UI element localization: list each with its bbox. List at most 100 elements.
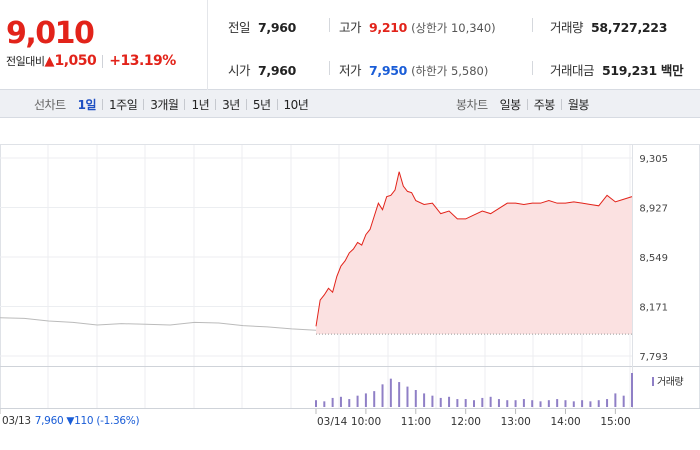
volume-bar — [473, 400, 475, 407]
candle-chart-tabs: 봉차트 일봉 주봉 월봉 — [456, 90, 595, 118]
volume-bar — [315, 400, 317, 407]
volume-bar — [631, 373, 633, 407]
low-label: 저가 — [339, 63, 362, 78]
price-box: 9,010 전일대비▲1,050 +13.19% — [0, 0, 208, 90]
low-value: 7,950 — [369, 63, 408, 78]
divider — [276, 98, 278, 110]
tab-daily[interactable]: 일봉 — [499, 97, 522, 112]
volume-bar — [398, 382, 401, 407]
divider — [532, 61, 533, 75]
divider — [245, 98, 247, 110]
tab-5y[interactable]: 5년 — [252, 97, 271, 112]
tab-weekly[interactable]: 주봉 — [533, 97, 556, 112]
divider — [532, 18, 533, 32]
open-value: 7,960 — [258, 63, 297, 78]
prev-change: ▼110 (-1.36%) — [66, 415, 140, 427]
volume-bar — [497, 399, 500, 407]
tab-monthly[interactable]: 월봉 — [567, 97, 590, 112]
volume-bar — [414, 390, 417, 407]
amount-cell: 거래대금 519,231 백만 — [550, 60, 684, 79]
prev-close-cell: 전일 7,960 — [228, 17, 296, 36]
volume-bar — [514, 400, 517, 407]
upper-limit: (상한가 10,340) — [411, 21, 496, 35]
divider — [526, 98, 528, 110]
x-tick-label: 13:00 — [501, 416, 531, 428]
x-tick-label: 11:00 — [401, 416, 431, 428]
tab-1w[interactable]: 1주일 — [109, 97, 138, 112]
volume-bar — [597, 400, 600, 407]
prev-day-line — [0, 317, 317, 331]
up-arrow-icon: ▲ — [44, 54, 55, 69]
volume-bar — [389, 378, 392, 407]
change-rate: +13.19% — [109, 53, 176, 69]
volume-bar — [448, 396, 451, 407]
tab-3m[interactable]: 3개월 — [150, 97, 179, 112]
prev-date: 03/13 — [2, 415, 31, 427]
volume-bar — [381, 384, 384, 407]
divider — [215, 98, 217, 110]
tab-1d[interactable]: 1일 — [77, 97, 97, 112]
current-price: 9,010 — [6, 16, 95, 51]
volume-bar — [539, 401, 542, 407]
divider — [102, 98, 104, 110]
volume-bar — [606, 399, 609, 407]
volume-bar — [373, 391, 376, 407]
x-tick-label: 14:00 — [550, 416, 580, 428]
volume-bar — [364, 393, 367, 407]
prev-close-value: 7,960 — [258, 20, 297, 35]
volume-bar — [589, 401, 592, 407]
x-tick-label: 03/14 — [317, 416, 348, 428]
volume-bar — [581, 400, 584, 407]
volume-value: 58,727,223 — [591, 20, 668, 35]
divider — [560, 98, 562, 110]
volume-bar — [572, 401, 575, 407]
volume-bar — [356, 395, 359, 407]
volume-bar — [489, 396, 492, 407]
open-cell: 시가 7,960 — [228, 60, 296, 79]
prev-day-info: 03/13 7,960 ▼110 (-1.36%) — [2, 415, 140, 427]
volume-bar — [339, 396, 342, 407]
change-row: 전일대비▲1,050 +13.19% — [6, 53, 176, 69]
volume-bar — [331, 397, 334, 407]
change-value: 1,050 — [54, 53, 97, 69]
volume-bar — [622, 395, 625, 407]
quote-panel: 9,010 전일대비▲1,050 +13.19% 전일 7,960 고가 9,210(… — [0, 0, 700, 90]
candle-chart-heading: 봉차트 — [456, 97, 488, 112]
chart-canvas: 9,305 8,927 8,549 8,171 7,793 03/14 10:00 11:00… — [0, 144, 700, 428]
volume-bar — [464, 399, 467, 407]
high-cell: 고가 9,210 (상한가 10,340) — [339, 17, 496, 36]
open-label: 시가 — [228, 63, 251, 78]
divider — [184, 98, 186, 110]
volume-swatch — [652, 377, 654, 386]
volume-bar — [323, 401, 326, 407]
tab-3y[interactable]: 3년 — [222, 97, 240, 112]
line-chart-tabs: 선차트 1일 1주일 3개월 1년 3년 5년 10년 — [34, 90, 314, 118]
divider — [329, 61, 330, 75]
y-tick-label: 8,171 — [639, 303, 668, 314]
high-value: 9,210 — [369, 20, 408, 35]
tab-1y[interactable]: 1년 — [191, 97, 210, 112]
volume-bar — [614, 393, 617, 407]
volume-bar — [556, 399, 559, 407]
divider — [102, 54, 104, 68]
price-chart: 9,305 8,927 8,549 8,171 7,793 03/14 10:00 11:00… — [0, 118, 700, 450]
divider — [143, 98, 145, 110]
high-label: 고가 — [339, 20, 362, 35]
x-tick-label: 15:00 — [600, 416, 630, 428]
volume-cell: 거래량 58,727,223 — [550, 17, 667, 36]
volume-bar — [522, 399, 525, 407]
volume-bar — [456, 399, 459, 407]
x-tick-label: 12:00 — [451, 416, 481, 428]
volume-bar — [423, 393, 426, 407]
divider — [329, 18, 330, 32]
volume-legend-label: 거래량 — [657, 377, 684, 388]
prev-close-label: 전일 — [228, 20, 251, 35]
chart-tabs: 선차트 1일 1주일 3개월 1년 3년 5년 10년 봉차트 일봉 주봉 월봉 — [0, 90, 700, 118]
volume-bar — [348, 399, 351, 407]
volume-bar — [564, 400, 567, 407]
volume-bar — [547, 400, 550, 407]
volume-legend: 거래량 — [652, 373, 684, 388]
volume-bar — [439, 397, 442, 407]
volume-bar — [506, 400, 509, 407]
tab-10y[interactable]: 10년 — [283, 97, 309, 112]
